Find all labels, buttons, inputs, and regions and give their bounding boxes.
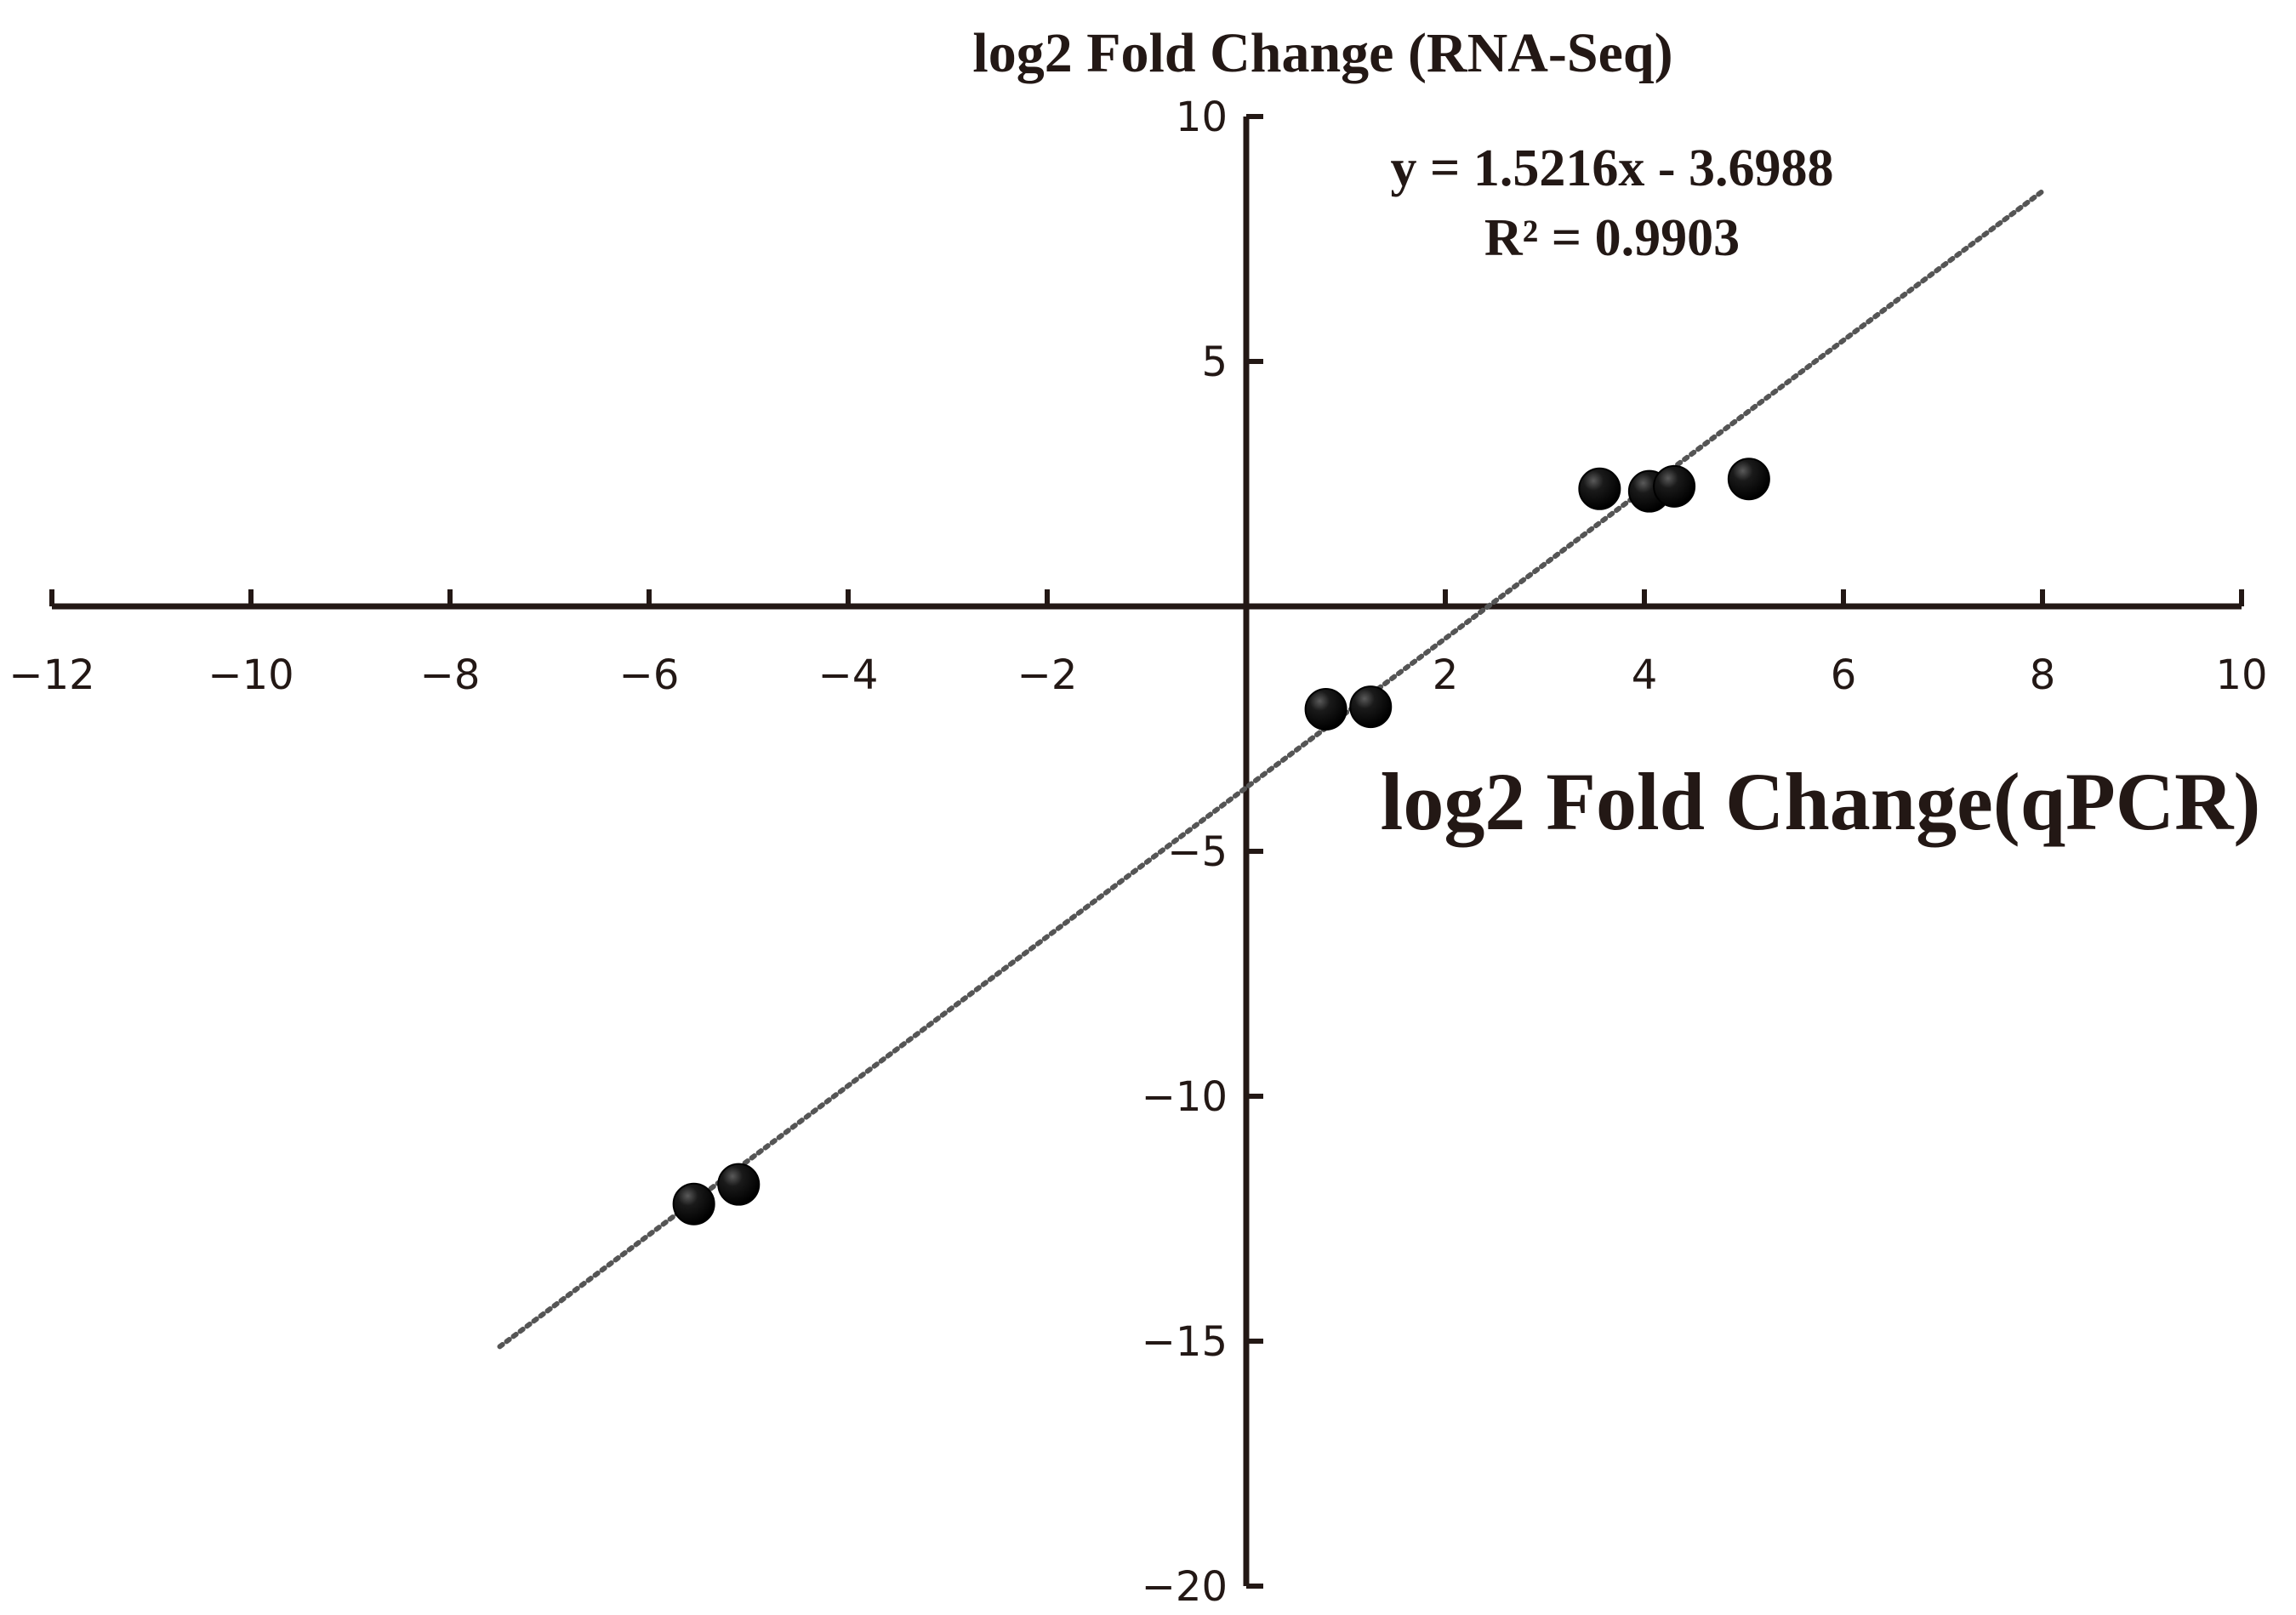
y-tick-label: −5 (1167, 828, 1228, 876)
x-tick-label: 2 (1433, 651, 1459, 699)
y-tick-label: −10 (1142, 1073, 1228, 1121)
data-point (1653, 464, 1696, 508)
x-tick-label: −6 (619, 651, 680, 699)
trendline (497, 188, 2045, 1350)
data-point (672, 1182, 715, 1225)
y-tick-label: 5 (1201, 338, 1228, 386)
data-point (1578, 467, 1621, 510)
data-points (672, 458, 1770, 1225)
x-tick-label: 4 (1632, 651, 1658, 699)
r-squared-label: R² = 0.9903 (1484, 209, 1740, 267)
y-tick-label: 10 (1176, 94, 1228, 141)
x-tick-label: 6 (1831, 651, 1857, 699)
x-tick-label: −4 (818, 651, 879, 699)
data-point (1727, 458, 1770, 501)
x-axis-title: log2 Fold Change(qPCR) (1381, 756, 2261, 847)
x-tick-label: −10 (208, 651, 293, 699)
trendline-equation: y = 1.5216x - 3.6988 (1391, 139, 1834, 197)
x-tick-label: −12 (9, 651, 94, 699)
x-tick-label: 8 (2030, 651, 2056, 699)
y-axis-title: log2 Fold Change (RNA-Seq) (972, 22, 1672, 84)
y-tick-label: −15 (1142, 1318, 1228, 1366)
data-point (1349, 685, 1393, 729)
y-tick-label: −20 (1142, 1563, 1228, 1611)
y-ticks: 10 5 −5 −10 −15 −20 (1142, 94, 1263, 1611)
x-tick-label: 10 (2215, 651, 2267, 699)
data-point (1304, 687, 1347, 731)
x-tick-label: −2 (1017, 651, 1078, 699)
x-ticks: −12 −10 −8 −6 −4 −2 2 4 6 8 10 (9, 589, 2268, 699)
x-tick-label: −8 (420, 651, 481, 699)
data-point (717, 1163, 761, 1206)
